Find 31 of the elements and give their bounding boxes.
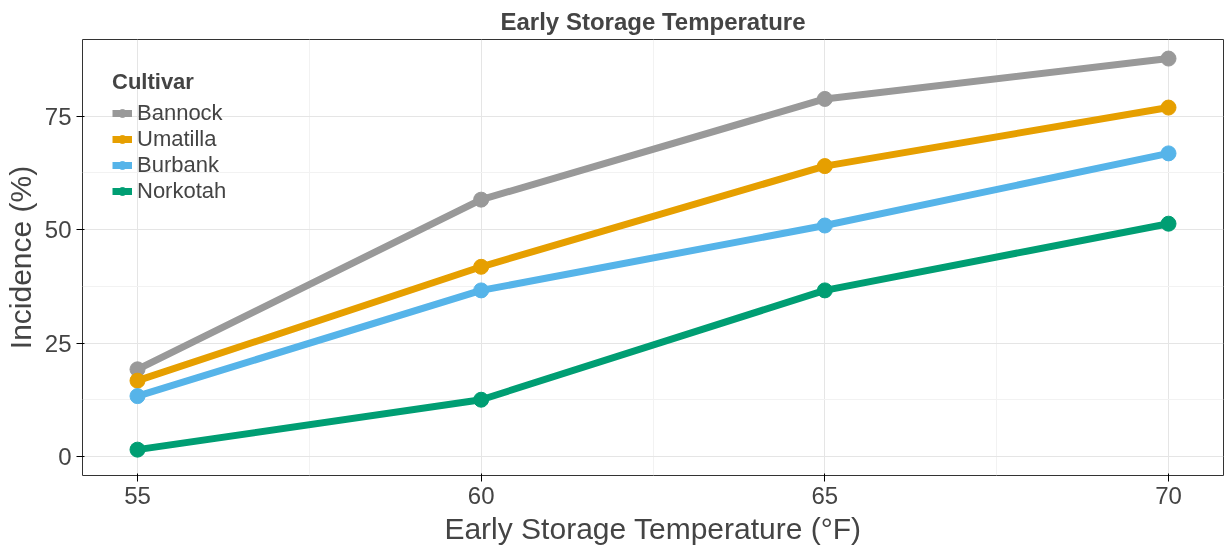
point [473,258,490,275]
point [1160,145,1177,162]
point [473,191,490,208]
point [473,282,490,299]
legend-label: Burbank [137,152,219,178]
legend-label: Norkotah [137,178,227,204]
x-tick-label: 60 [467,481,495,509]
point [1160,99,1177,116]
x-tick-label: 70 [1155,481,1182,509]
x-axis-title: Early Storage Temperature (°F) [444,511,862,545]
point [129,388,146,405]
y-tick-label: 50 [44,216,72,244]
point [1160,50,1177,67]
chart-title: Early Storage Temperature [500,7,806,35]
y-axis-title: Incidence (%) [3,165,37,350]
x-tick-label: 65 [811,481,839,509]
point [1160,215,1177,232]
y-tick-label: 75 [44,102,72,130]
point [129,441,146,458]
legend-title: Cultivar [112,69,195,95]
point [816,158,833,175]
point [816,90,833,107]
point [816,217,833,234]
point [129,372,146,389]
point [816,282,833,299]
point [473,391,490,408]
y-tick-label: 25 [44,329,72,357]
y-tick-label: 0 [58,442,72,470]
legend-label: Bannock [137,100,223,126]
x-tick-label: 55 [124,481,151,509]
legend-label: Umatilla [137,126,217,152]
